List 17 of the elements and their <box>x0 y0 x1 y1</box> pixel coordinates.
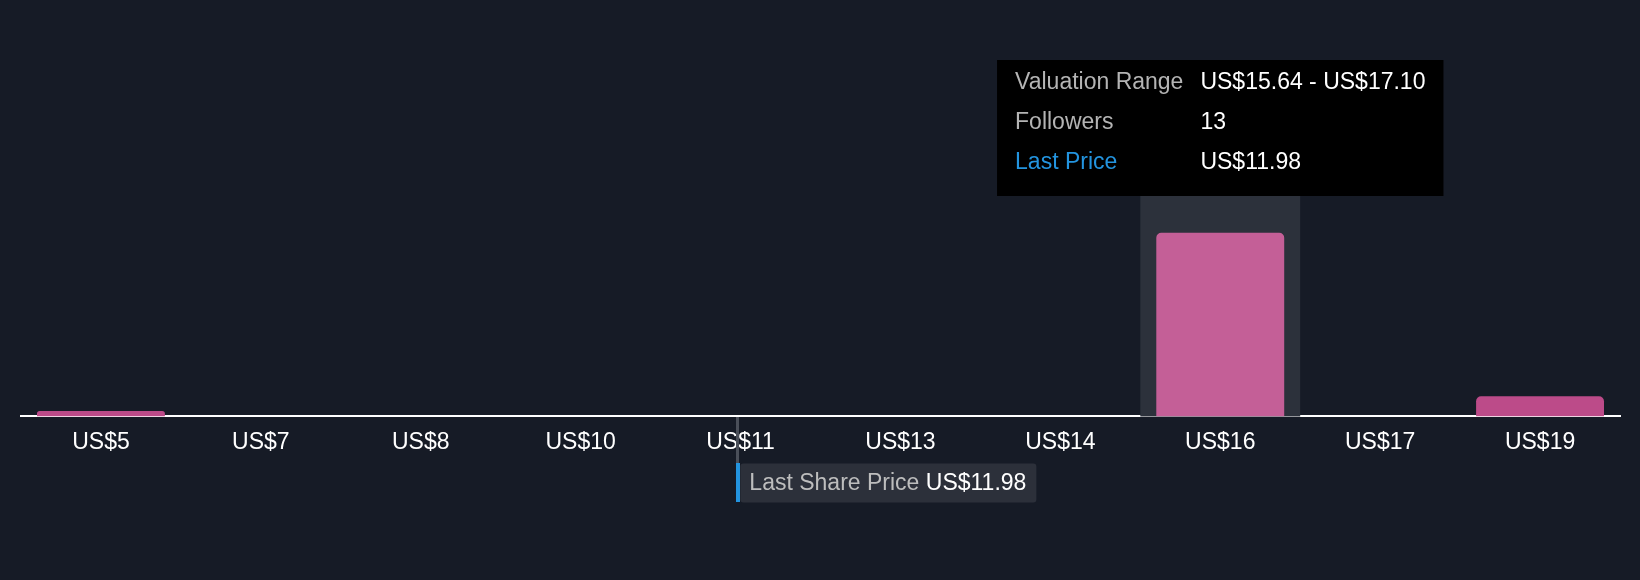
x-tick-label: US$14 <box>1025 427 1096 454</box>
x-tick-label: US$5 <box>72 427 130 454</box>
text: 13 <box>1200 108 1227 135</box>
x-tick-label: US$17 <box>1344 427 1416 454</box>
text: US$15.64 - US$17.10 <box>1200 68 1426 95</box>
x-tick-label: US$16 <box>1185 427 1256 454</box>
x-tick-label: US$10 <box>545 427 616 454</box>
x-tick-label: US$8 <box>391 427 450 454</box>
x-tick-label: US$19 <box>1504 427 1576 454</box>
text: US$11.98 <box>1200 148 1302 175</box>
x-tick-label: US$7 <box>232 427 290 454</box>
text: Valuation Range <box>1015 68 1184 95</box>
x-tick-label: US$11 <box>706 427 775 454</box>
text: Followers <box>1015 108 1114 135</box>
text: Last Price <box>1015 148 1118 175</box>
x-tick-label: US$13 <box>865 427 936 454</box>
text: Last Share Price US$11.98 <box>749 469 1027 496</box>
